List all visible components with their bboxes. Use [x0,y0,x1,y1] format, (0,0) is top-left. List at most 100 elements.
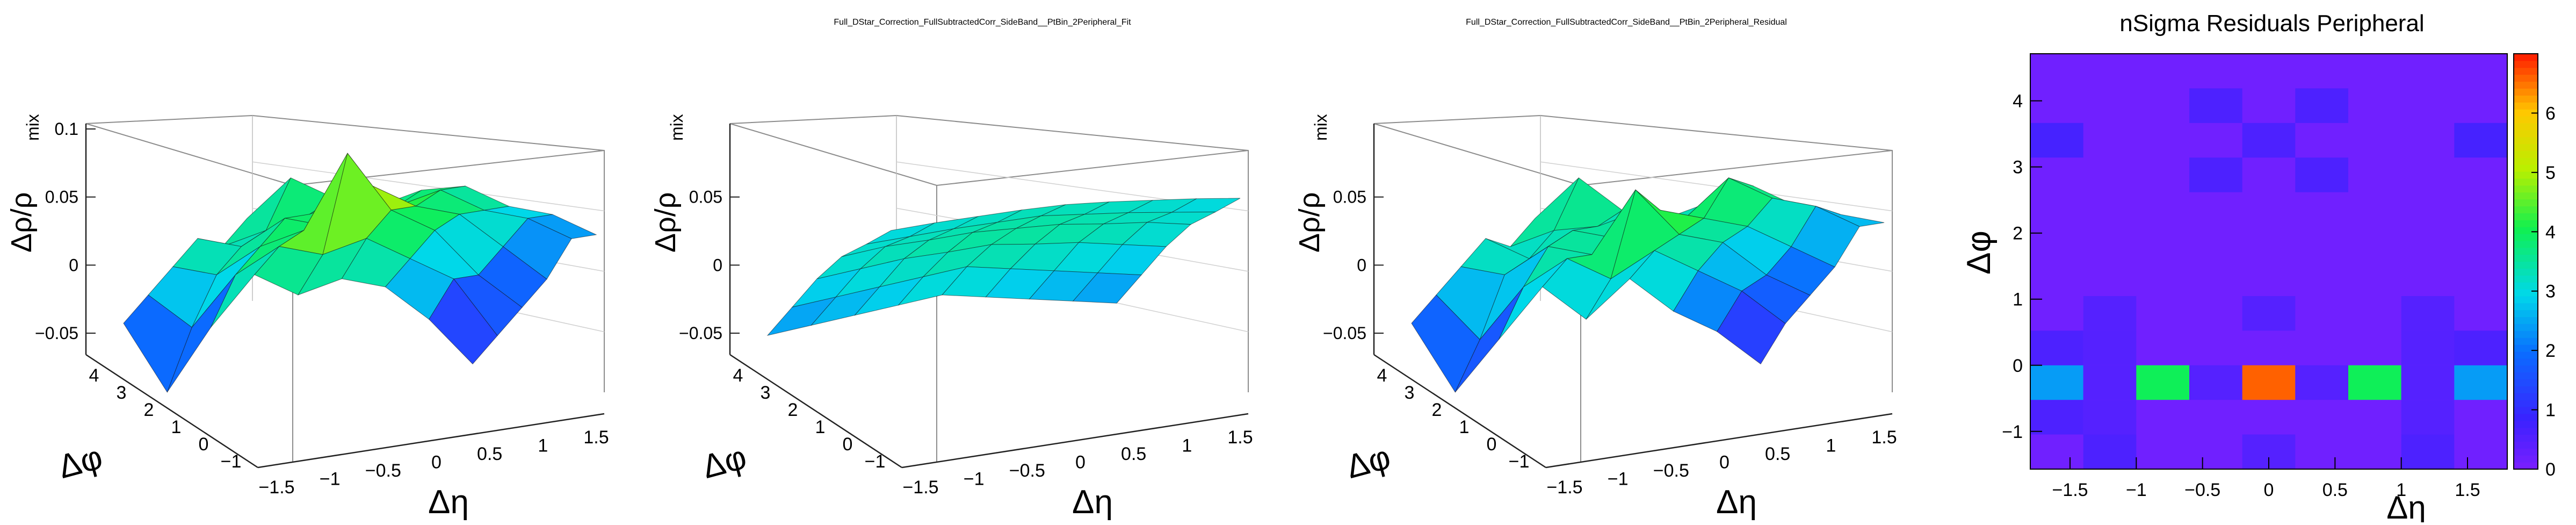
x-tick-label: 1 [1182,436,1192,456]
z-tick-label: −0.05 [679,323,722,343]
colorbar-segment [2514,441,2538,449]
box-top-frame [729,123,1249,186]
z-axis-label-sub: mix [667,114,686,141]
y-tick-label: 4 [733,365,743,386]
y-axis-line [85,354,258,469]
x-tick-label: −0.5 [1653,461,1689,481]
colorbar-segment [2514,379,2538,386]
colorbar-segment [2514,393,2538,400]
colorbar-tick-label: 2 [2545,341,2556,361]
heatmap-cell [2242,123,2296,158]
z-tick-label: 0 [713,255,722,275]
heatmap-cell [2295,88,2348,123]
y-tick-label: 3 [1405,383,1415,403]
heatmap-cell [2242,296,2296,331]
y-tick-label: 0 [1487,434,1497,455]
colorbar-segment [2514,261,2538,269]
x-axis-label: Δη [428,484,469,521]
y-tick-label: 0 [2013,356,2023,376]
colorbar-segment [2514,199,2538,207]
colorbar-frame [2513,53,2538,470]
heatmap-panel: −1.5 −1 −0.5 0 0.5 1 1.5 Δη −1 0 1 2 3 4 Δφ nSigma Resi… [1960,10,2556,525]
colorbar-segment [2514,136,2538,145]
colorbar-segment [2514,95,2538,103]
y-tick-label: 2 [788,400,798,420]
panel-title: Full_DStar_Correction_FullSubtractedCorr… [1466,18,1787,27]
heatmap-cell [2030,330,2083,365]
heatmap-cell [2083,400,2137,435]
heatmap-cell [2189,88,2242,123]
y-axis-label: Δφ [54,438,106,486]
colorbar-segment [2514,268,2538,276]
panel-title: Full_DStar_Correction_FullSubtractedCorr… [834,18,1131,27]
surface-cell [429,278,498,365]
colorbar-segment [2514,247,2538,255]
back-grid-line [1540,161,1893,212]
y-tick-label: 4 [89,365,99,386]
y-tick-label: 4 [2013,91,2023,112]
colorbar-segment [2514,407,2538,414]
x-tick-label: −1 [964,469,985,490]
colorbar-segment [2514,351,2538,359]
heatmap-cell [2295,365,2348,400]
colorbar-segment [2514,88,2538,96]
colorbar-segment [2514,282,2538,290]
colorbar-segment [2514,116,2538,124]
colorbar-segment [2514,130,2538,138]
colorbar-segment [2514,413,2538,421]
z-tick-label: 0.05 [45,188,78,207]
surface-cell [1072,272,1142,304]
z-tick-label: 0 [69,255,78,275]
colorbar-segment [2514,143,2538,151]
colorbar-segment [2514,213,2538,220]
colorbar-segment [2514,303,2538,311]
y-tick-label: 1 [2013,290,2023,310]
heatmap-cell [2401,330,2455,365]
y-tick-label: 1 [1459,417,1470,437]
x-tick-label: 1 [1826,436,1836,456]
colorbar-segment [2514,330,2538,338]
x-tick-label: 1.5 [583,427,609,448]
colorbar-segment [2514,420,2538,428]
y-tick-label: 2 [2013,224,2023,244]
x-tick-label: 1 [538,436,548,456]
colorbar-segment [2514,171,2538,179]
x-tick-label: 1.5 [1227,427,1253,448]
heatmap-cell [2083,365,2137,400]
z-tick-label: 0.1 [55,119,78,139]
y-axis-line [1373,354,1546,469]
x-tick-label: 0.5 [1121,444,1146,464]
z-axis-label-sub: mix [23,114,42,141]
x-tick-label: −1.5 [258,477,294,498]
heatmap-cell [2454,330,2507,365]
colorbar-tick-label: 3 [2545,282,2556,302]
x-tick-label: 1.5 [1871,427,1897,448]
x-tick-label: −1 [2126,480,2147,500]
heatmap-cell [2242,365,2296,400]
x-tick-label: −1.5 [1546,477,1582,498]
y-tick-label: 1 [815,417,826,437]
z-tick-label: −0.05 [1323,323,1366,343]
y-axis-label: Δφ [1342,438,1394,486]
heatmap-cell [2030,365,2083,400]
x-tick-label: 0 [431,452,442,473]
z-axis-label: Δρ/ρ [1293,192,1326,253]
x-tick-label: −0.5 [365,461,401,481]
y-axis-line [729,354,902,469]
colorbar-segment [2514,74,2538,82]
colorbar-segment [2514,455,2538,463]
colorbar-tick-label: 5 [2545,163,2556,183]
colorbar-segment [2514,192,2538,200]
colorbar-segment [2514,123,2538,131]
y-tick-label: 3 [2013,157,2023,178]
x-axis-label: Δη [1716,484,1757,521]
colorbar-segment [2514,448,2538,456]
colorbar-segment [2514,317,2538,325]
y-tick-label: 0 [199,434,209,455]
y-tick-label: 4 [1377,365,1387,386]
y-tick-label: 3 [117,383,127,403]
heatmap-cell [2083,330,2137,365]
x-tick-label: 0 [1719,452,1730,473]
colorbar-segment [2514,400,2538,407]
x-axis-line [901,413,1249,469]
